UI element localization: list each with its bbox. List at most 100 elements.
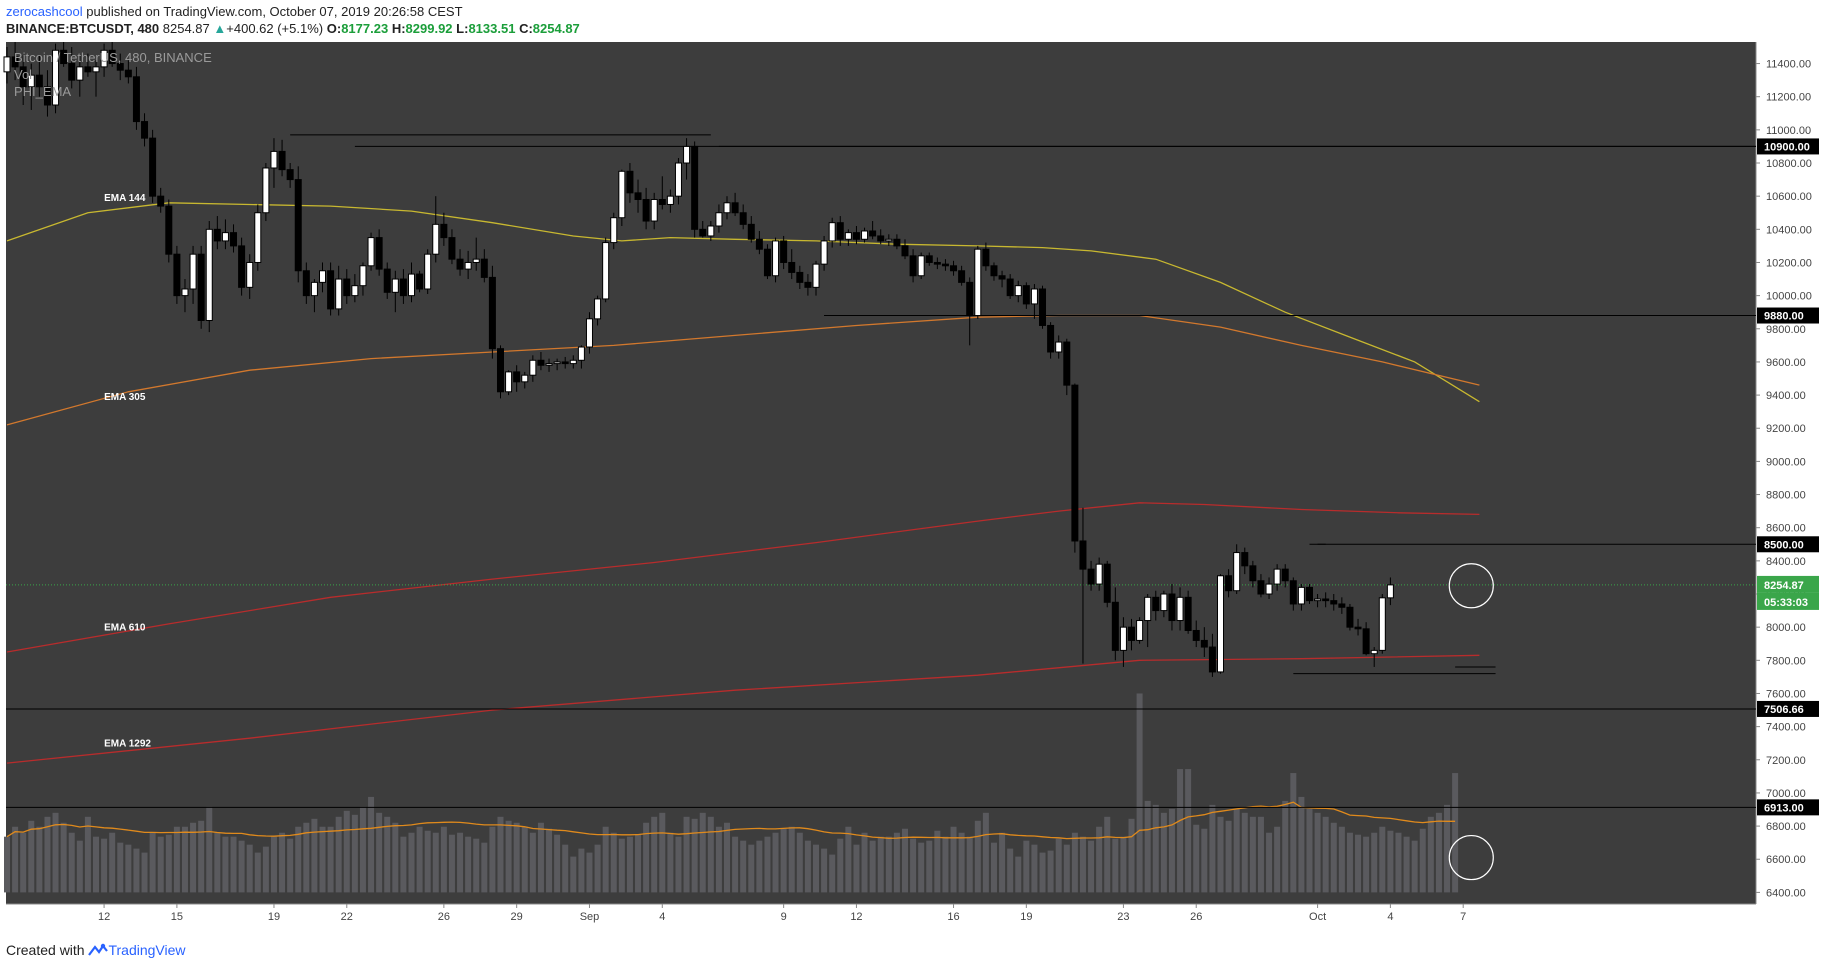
volume-bar bbox=[60, 822, 67, 893]
x-tick-label: 9 bbox=[781, 911, 787, 923]
volume-bar bbox=[319, 826, 326, 893]
tradingview-brand[interactable]: TradingView bbox=[108, 942, 186, 958]
up-arrow-icon: ▲ bbox=[213, 21, 227, 36]
volume-bar bbox=[546, 828, 553, 893]
hline-badge-label: 8500.00 bbox=[1764, 539, 1804, 551]
candle-up bbox=[1136, 620, 1144, 641]
y-tick-label: 10800.00 bbox=[1766, 158, 1812, 170]
candle-down bbox=[1362, 628, 1370, 655]
volume-bar bbox=[724, 822, 731, 893]
volume-bar bbox=[1023, 840, 1030, 893]
volume-bar bbox=[1346, 832, 1353, 893]
y-tick-label: 6800.00 bbox=[1766, 821, 1806, 833]
candle-down bbox=[480, 258, 488, 278]
candle-down bbox=[877, 235, 885, 242]
candle-down bbox=[691, 145, 699, 230]
volume-bar bbox=[12, 826, 19, 893]
candle-down bbox=[537, 359, 545, 366]
volume-bar bbox=[756, 840, 763, 893]
volume-bar bbox=[942, 836, 949, 893]
symbol: BINANCE:BTCUSDT, 480 bbox=[6, 21, 160, 36]
annotation-circles bbox=[1448, 563, 1494, 881]
x-tick-label: 19 bbox=[268, 911, 280, 923]
x-tick-label: 22 bbox=[341, 911, 353, 923]
candle-down bbox=[739, 212, 747, 225]
volume-bar bbox=[764, 836, 771, 893]
volume-bar bbox=[424, 830, 431, 893]
candle-up bbox=[408, 273, 415, 297]
candle-down bbox=[1200, 639, 1208, 648]
candle-down bbox=[238, 245, 246, 288]
volume-bar bbox=[109, 832, 116, 893]
price-axis[interactable] bbox=[1756, 42, 1828, 904]
candle-up bbox=[1055, 341, 1063, 353]
candle-down bbox=[1071, 384, 1079, 542]
hline-badge-label: 9880.00 bbox=[1764, 311, 1804, 323]
candle-down bbox=[634, 192, 642, 200]
candle-up bbox=[650, 198, 658, 222]
x-tick-label: 26 bbox=[438, 911, 450, 923]
current-price-badge bbox=[1757, 575, 1819, 593]
candle-down bbox=[124, 69, 132, 78]
volume-bar bbox=[1363, 836, 1370, 893]
candle-up bbox=[1273, 568, 1281, 585]
volume-bar bbox=[20, 832, 27, 893]
candle-up bbox=[666, 195, 674, 205]
candle-up bbox=[594, 298, 602, 320]
x-tick-label: Sep bbox=[580, 911, 600, 923]
candle-up bbox=[92, 66, 100, 73]
x-tick-label: Oct bbox=[1309, 911, 1326, 923]
y-tick-label: 6400.00 bbox=[1766, 887, 1806, 899]
x-tick-label: 4 bbox=[659, 911, 665, 923]
price-badges: 10900.00 9880.00 8500.00 7506.66 6913.00 8254… bbox=[1757, 138, 1819, 816]
candles bbox=[3, 42, 1394, 677]
candle-up bbox=[1160, 593, 1168, 612]
candle-down bbox=[1330, 600, 1338, 605]
candle-down bbox=[399, 278, 407, 297]
volume-bar bbox=[699, 812, 706, 893]
volume-bar bbox=[1435, 812, 1442, 893]
candle-up bbox=[812, 263, 820, 288]
candle-down bbox=[11, 56, 19, 68]
volume-bar bbox=[1419, 828, 1426, 893]
y-tick-label: 9000.00 bbox=[1766, 456, 1806, 468]
tradingview-logo-icon bbox=[88, 943, 109, 960]
volume-bar bbox=[1403, 836, 1410, 893]
volume-bar bbox=[659, 812, 666, 893]
volume-bar bbox=[1249, 816, 1256, 893]
volume-bar bbox=[1177, 769, 1184, 893]
y-tick-label: 8600.00 bbox=[1766, 523, 1806, 535]
current-price-label: 8254.87 bbox=[1764, 580, 1804, 592]
candle-up bbox=[424, 253, 432, 290]
candle-down bbox=[108, 49, 116, 65]
price-chart[interactable]: EMA 144 EMA 305 EMA 610 EMA 1292 6400.00 660… bbox=[0, 42, 1828, 932]
volume-bar bbox=[279, 832, 286, 893]
candle-up bbox=[3, 56, 11, 73]
volume-bar bbox=[578, 848, 585, 893]
volume-bar bbox=[1209, 804, 1216, 893]
candle-up bbox=[577, 346, 585, 361]
candle-up bbox=[505, 371, 513, 393]
volume-bar bbox=[1395, 832, 1402, 893]
volume-bar bbox=[1160, 812, 1167, 893]
candle-down bbox=[901, 245, 909, 257]
candle-up bbox=[545, 363, 553, 366]
author-link[interactable]: zerocashcool bbox=[6, 4, 83, 19]
volume-bar bbox=[990, 842, 997, 893]
candle-up bbox=[885, 238, 893, 242]
candle-down bbox=[1152, 596, 1160, 612]
volume-bar bbox=[958, 832, 965, 893]
candle-up bbox=[367, 237, 375, 267]
candle-down bbox=[149, 137, 157, 197]
volume-bar bbox=[1371, 832, 1378, 893]
volume-bar bbox=[1112, 838, 1119, 893]
volume-bar bbox=[901, 828, 908, 893]
volume-bar bbox=[311, 818, 318, 893]
candle-down bbox=[893, 238, 901, 247]
ema-labels: EMA 144 EMA 305 EMA 610 EMA 1292 bbox=[104, 193, 151, 749]
volume-bar bbox=[52, 812, 59, 893]
volume-bar bbox=[1444, 804, 1451, 893]
volume-bar bbox=[327, 826, 334, 893]
candle-down bbox=[440, 223, 448, 239]
volume-bar bbox=[173, 826, 180, 893]
